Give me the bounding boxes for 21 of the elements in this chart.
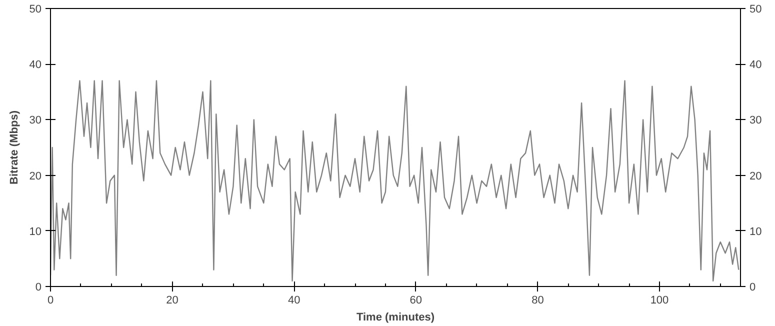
y-tick-label: 50 xyxy=(29,4,42,16)
x-tick-label: 80 xyxy=(532,294,544,306)
y-tick-label: 20 xyxy=(29,170,42,182)
y2-tick-label: 20 xyxy=(750,170,762,182)
y-tick-label: 10 xyxy=(29,226,42,238)
y2-tick-label: 30 xyxy=(750,114,762,127)
y2-tick-label: 40 xyxy=(750,59,762,72)
x-tick-label: 60 xyxy=(410,294,422,306)
y-tick-label: 40 xyxy=(29,59,42,72)
y2-tick-label: 10 xyxy=(750,226,762,238)
y2-tick-label: 50 xyxy=(750,4,762,16)
x-axis-title: Time (minutes) xyxy=(356,312,435,324)
x-tick-label: 100 xyxy=(650,294,669,306)
y2-tick-label: 0 xyxy=(750,282,756,294)
y-tick-label: 0 xyxy=(35,282,42,294)
x-tick-label: 40 xyxy=(288,294,300,306)
x-tick-label: 20 xyxy=(166,294,178,306)
x-tick-label: 0 xyxy=(47,294,54,306)
line-series xyxy=(50,80,740,282)
y-tick-label: 30 xyxy=(29,114,42,127)
y-axis-title: Bitrate (Mbps) xyxy=(8,110,20,184)
